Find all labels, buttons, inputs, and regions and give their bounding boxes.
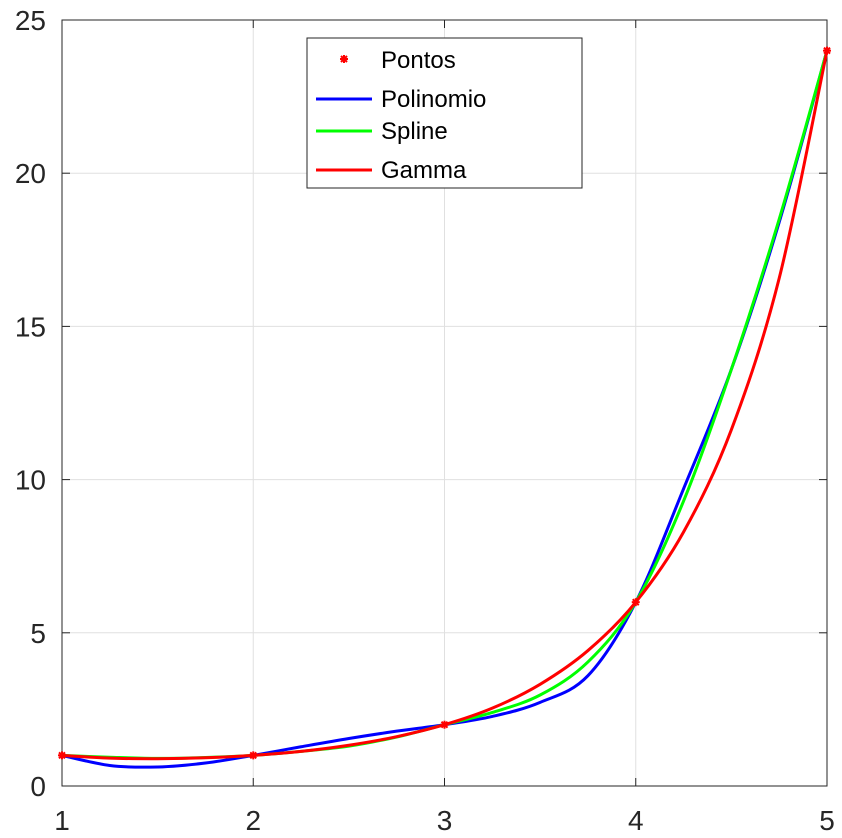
legend-swatch-pontos: [340, 55, 348, 63]
legend-item-polinomio: Polinomio: [316, 86, 486, 113]
series-line-gamma: [60, 49, 829, 761]
data-point-pontos: [58, 751, 66, 760]
x-tick-label: 1: [54, 805, 70, 836]
x-tick-label: 3: [437, 805, 453, 836]
legend-label-polinomio: Polinomio: [381, 86, 486, 113]
data-point-pontos: [823, 46, 831, 55]
legend-label-gamma: Gamma: [381, 157, 467, 184]
x-tick-label: 2: [245, 805, 261, 836]
y-tick-label: 15: [15, 311, 46, 342]
legend-marker-pontos: [340, 55, 348, 63]
data-point-pontos: [249, 751, 258, 760]
x-tick-label: 4: [628, 805, 644, 836]
y-tick-label: 20: [15, 158, 46, 189]
data-point-pontos: [440, 720, 449, 729]
legend-item-pontos: Pontos: [340, 47, 456, 74]
y-tick-label: 5: [30, 618, 46, 649]
x-tick-label: 5: [819, 805, 835, 836]
y-tick-label: 25: [15, 5, 46, 36]
legend-label-pontos: Pontos: [381, 47, 456, 74]
y-tick-label: 10: [15, 465, 46, 496]
series-layer: [58, 46, 831, 769]
data-point-pontos: [631, 598, 640, 607]
tick-labels: 1 2 3 4 5 0 5 10 15 20 25: [15, 5, 835, 836]
axis-ticks: [61, 19, 828, 787]
legend-box: [306, 37, 583, 189]
y-tick-label: 0: [30, 771, 46, 802]
legend: Pontos Polinomio Spline Gamma: [306, 37, 583, 189]
legend-label-spline: Spline: [381, 118, 448, 145]
legend-item-spline: Spline: [316, 118, 448, 145]
legend-item-gamma: Gamma: [316, 157, 467, 184]
